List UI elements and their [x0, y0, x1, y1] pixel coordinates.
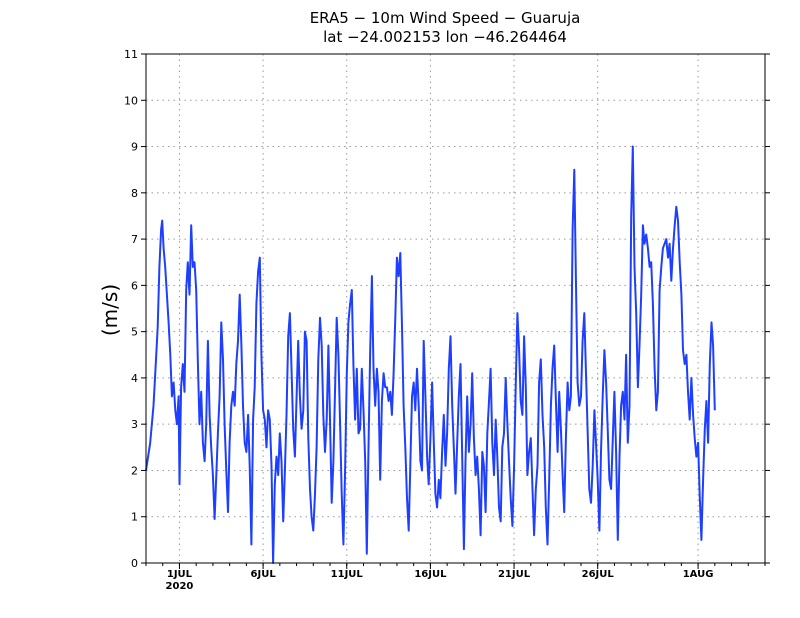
chart-title: ERA5 − 10m Wind Speed − Guaruja — [310, 9, 581, 27]
y-tick-label: 11 — [124, 48, 138, 61]
x-tick-label: 21JUL — [498, 569, 531, 580]
x-tick-label: 6JUL — [251, 569, 277, 580]
x-tick-sublabel: 2020 — [166, 581, 194, 592]
x-tick-label: 16JUL — [414, 569, 447, 580]
plot-frame — [145, 53, 766, 564]
y-axis-label: (m/s) — [98, 284, 122, 336]
y-tick-label: 5 — [131, 326, 138, 339]
y-tick-label: 0 — [131, 557, 138, 570]
y-tick-label: 6 — [131, 279, 138, 292]
grid-lines — [146, 54, 765, 563]
y-tick-label: 8 — [131, 187, 138, 200]
y-axis-ticks: 0 1 2 3 4 5 6 7 8 9 10 11 — [124, 48, 770, 570]
chart-subtitle: lat −24.002153 lon −46.264464 — [323, 28, 567, 46]
y-tick-label: 9 — [131, 141, 138, 154]
x-tick-label: 1JUL — [167, 569, 193, 580]
y-tick-label: 10 — [124, 94, 138, 107]
x-tick-label: 26JUL — [582, 569, 615, 580]
wind-speed-line — [145, 145, 716, 564]
x-tick-label: 11JUL — [331, 569, 364, 580]
y-tick-label: 7 — [131, 233, 138, 246]
y-tick-label: 1 — [131, 511, 138, 524]
y-tick-label: 2 — [131, 464, 138, 477]
y-tick-label: 4 — [131, 372, 138, 385]
x-tick-label: 1AUG — [683, 569, 714, 580]
y-tick-label: 3 — [131, 418, 138, 431]
